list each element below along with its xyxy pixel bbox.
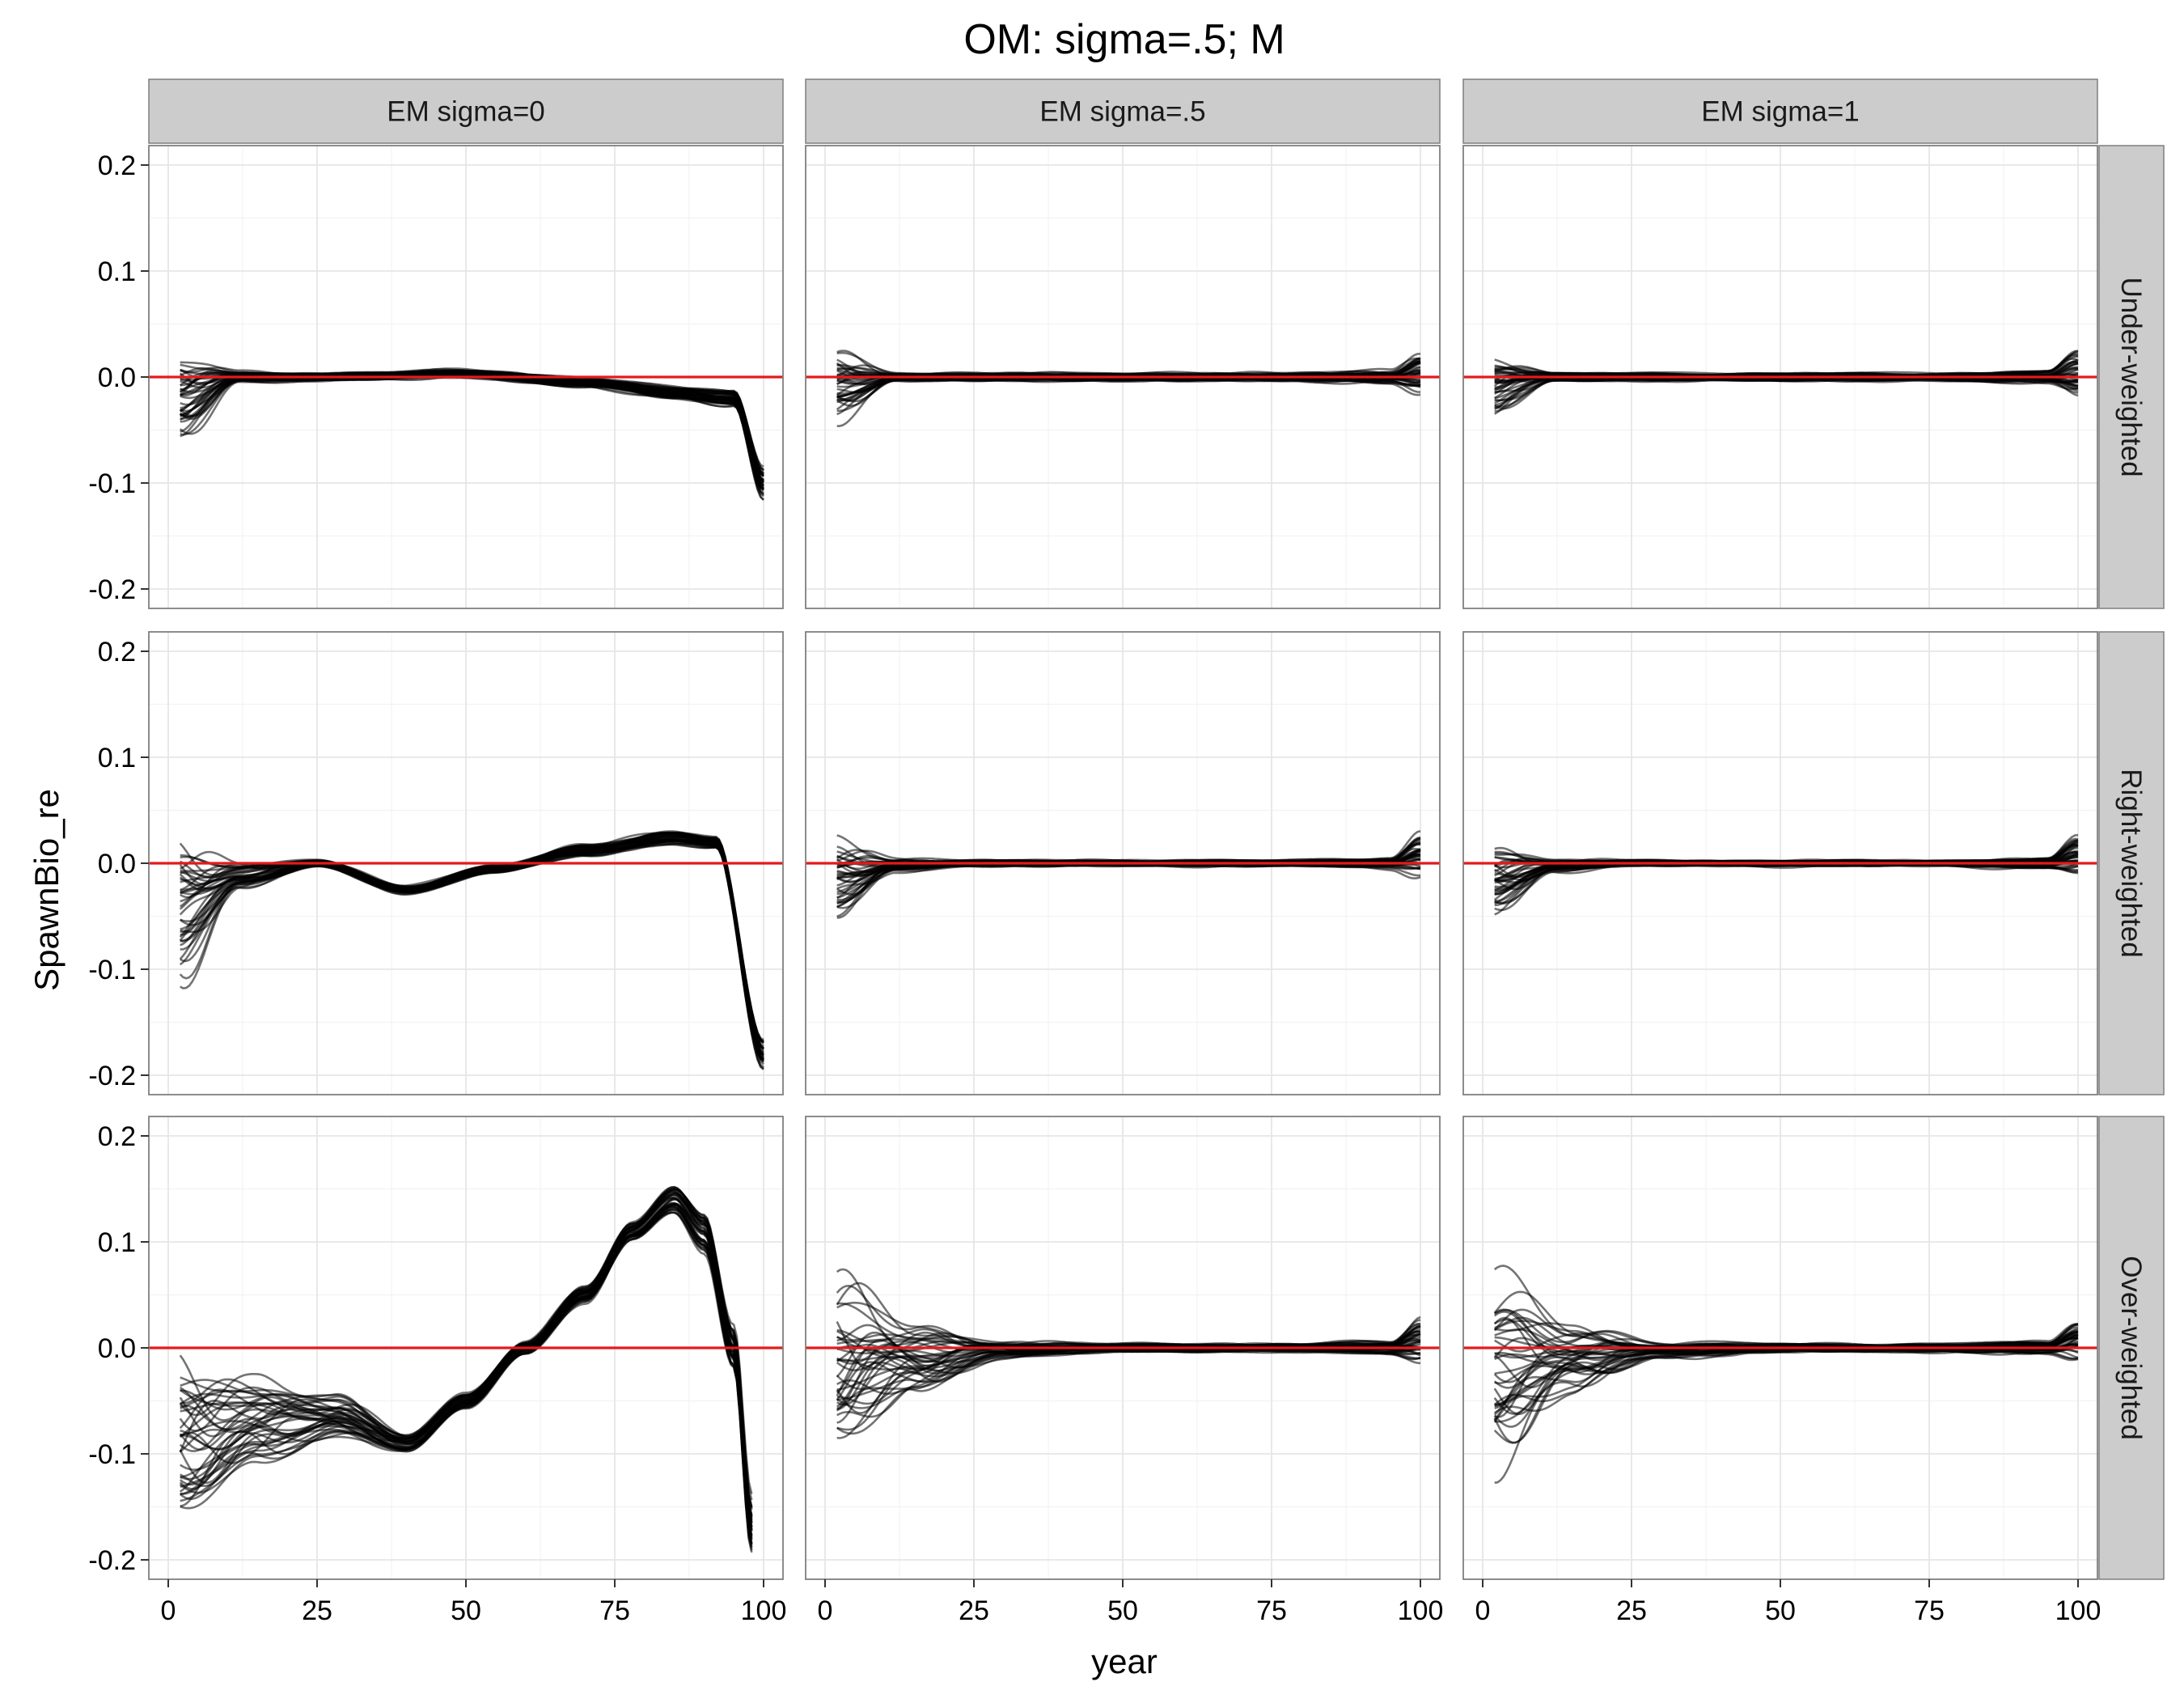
y-tick-label: 0.2 [98,637,136,667]
facet-panel: -0.2 -0.1 0.0 0.1 0.2 [88,631,784,1095]
y-axis-title: SpawnBio_re [28,789,66,991]
facet-panel [1462,631,2098,1095]
x-tick-label: 75 [1914,1595,1945,1626]
series-line [836,1301,1421,1347]
series-line [836,1339,1421,1408]
row-strip [2098,1116,2165,1580]
y-tick-label: 0.1 [98,256,136,287]
x-tick-label: 100 [2055,1595,2101,1626]
panel-border [1462,145,2098,609]
y-tick-label: -0.2 [88,1545,136,1576]
series-line [1494,862,2079,916]
x-tick-label: 50 [1765,1595,1796,1626]
row-strip [2098,145,2165,609]
series-line [180,363,764,471]
facet-panel [805,631,1441,1095]
y-tick-label: -0.2 [88,1061,136,1091]
facet-panel: 0 25 50 75 100 [805,1116,1444,1626]
panel-border [805,145,1441,609]
series-line [1493,1265,2079,1348]
column-strip-label: EM sigma=.5 [1039,96,1205,128]
x-tick-label: 75 [1256,1595,1287,1626]
facet-panels: EM sigma=0 EM sigma=.5 EM sigma=1 Under-wei… [88,78,2165,1626]
row-strip-label: Under-weighted [2115,277,2147,477]
panel-border [1462,631,2098,1095]
row-strip-label: Over-weighted [2115,1256,2147,1440]
x-tick-label: 25 [1616,1595,1647,1626]
x-tick-label: 100 [741,1595,787,1626]
series-line [179,1194,753,1524]
series-line [836,351,1421,376]
facet-panel: -0.2 -0.1 0.0 0.1 0.2 [88,145,784,609]
y-tick-label: 0.0 [98,1333,136,1364]
x-tick-label: 100 [1398,1595,1444,1626]
y-tick-label: 0.2 [98,150,136,181]
series-line [179,1193,753,1508]
y-tick-label: -0.2 [88,574,136,605]
series-line [179,1186,753,1494]
x-tick-label: 50 [1107,1595,1138,1626]
column-strip [805,78,1441,144]
facet-panel [1462,145,2098,609]
facet-panel: -0.2 -0.1 0.0 0.1 0.2 0 25 50 75 100 [88,1116,786,1626]
row-strip [2098,631,2165,1095]
series-line [1494,1337,2078,1384]
y-tick-label: 0.2 [98,1121,136,1152]
panel-border [805,631,1441,1095]
x-tick-label: 25 [302,1595,332,1626]
x-tick-label: 0 [161,1595,176,1626]
y-tick-label: 0.1 [98,1227,136,1258]
facet-panel: 0 25 50 75 100 [1462,1116,2101,1626]
x-tick-label: 75 [599,1595,630,1626]
y-tick-label: -0.1 [88,468,136,499]
row-strip-label: Right-weighted [2115,769,2147,957]
y-tick-label: 0.1 [98,743,136,773]
y-tick-label: 0.0 [98,362,136,393]
x-axis-title: year [1091,1642,1158,1680]
column-strip-label: EM sigma=1 [1701,96,1860,128]
x-tick-label: 50 [451,1595,481,1626]
series-line [836,830,1421,866]
x-tick-label: 0 [818,1595,833,1626]
y-tick-label: 0.0 [98,849,136,879]
x-tick-label: 25 [959,1595,989,1626]
column-strip [148,78,784,144]
facet-panel [805,145,1441,609]
x-tick-label: 0 [1475,1595,1491,1626]
chart-title: OM: sigma=.5; M [963,16,1285,63]
series-line [1494,833,2079,863]
column-strip [1462,78,2098,144]
series-line [1494,350,2079,376]
y-tick-label: -0.1 [88,1439,136,1470]
y-tick-label: -0.1 [88,955,136,985]
column-strip-label: EM sigma=0 [387,96,545,128]
